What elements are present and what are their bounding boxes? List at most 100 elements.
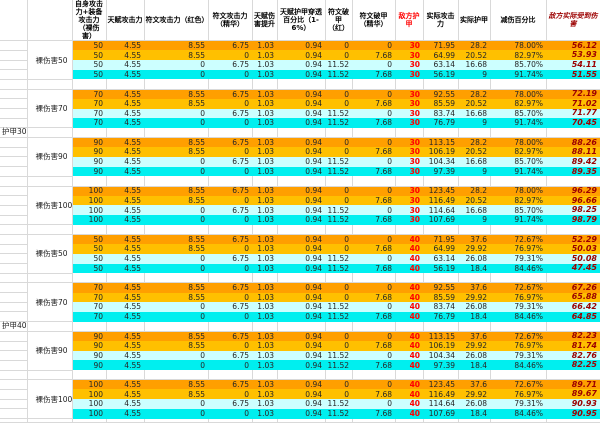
cell[interactable]: 8.55 bbox=[144, 389, 208, 400]
cell[interactable]: 83.74 bbox=[423, 108, 458, 119]
cell[interactable]: 0 bbox=[144, 108, 208, 119]
cell[interactable] bbox=[277, 321, 326, 332]
cell[interactable]: 40 bbox=[395, 331, 423, 342]
cell[interactable] bbox=[106, 79, 145, 90]
cell[interactable]: 96.66 bbox=[546, 195, 600, 206]
cell[interactable]: 0.94 bbox=[277, 166, 325, 177]
cell[interactable]: 1.03 bbox=[252, 263, 277, 274]
cell[interactable] bbox=[395, 127, 424, 139]
cell[interactable]: 116.49 bbox=[423, 389, 458, 400]
cell[interactable] bbox=[546, 321, 600, 332]
cell[interactable] bbox=[352, 273, 396, 284]
cell[interactable] bbox=[144, 418, 209, 423]
cell[interactable]: 11.52 bbox=[325, 311, 352, 322]
cell[interactable]: 30 bbox=[395, 147, 423, 157]
cell[interactable]: 0.94 bbox=[277, 341, 325, 351]
cell[interactable]: 70.45 bbox=[546, 118, 600, 128]
cell[interactable]: 90 bbox=[72, 156, 106, 167]
cell[interactable]: 11.52 bbox=[325, 215, 352, 225]
cell[interactable]: 30 bbox=[395, 50, 423, 61]
cell[interactable]: 4.55 bbox=[106, 147, 144, 157]
cell[interactable] bbox=[27, 176, 73, 187]
cell[interactable]: 90 bbox=[72, 137, 106, 148]
cell[interactable]: 0.94 bbox=[277, 292, 325, 303]
cell[interactable]: 0 bbox=[144, 166, 208, 177]
cell[interactable]: 84.46% bbox=[490, 408, 546, 419]
cell[interactable]: 0 bbox=[325, 186, 352, 196]
group-label-cell[interactable]: 裸伤害50 bbox=[27, 40, 73, 80]
cell[interactable]: 4.55 bbox=[106, 137, 144, 148]
cell[interactable] bbox=[0, 127, 28, 139]
cell[interactable] bbox=[0, 224, 28, 235]
cell[interactable]: 104.34 bbox=[423, 350, 458, 361]
cell[interactable]: 76.97% bbox=[490, 292, 546, 303]
cell[interactable]: 0 bbox=[325, 244, 352, 254]
cell[interactable] bbox=[546, 127, 600, 139]
cell[interactable] bbox=[0, 311, 28, 323]
cell[interactable]: 107.69 bbox=[423, 215, 458, 225]
cell[interactable]: 0.94 bbox=[277, 379, 325, 390]
cell[interactable]: 72.67% bbox=[490, 379, 546, 390]
cell[interactable]: 1.03 bbox=[252, 389, 277, 400]
column-header-enemy-armor[interactable]: 敌方护甲 bbox=[395, 0, 424, 42]
cell[interactable]: 70 bbox=[72, 282, 106, 293]
cell[interactable]: 1.03 bbox=[252, 147, 277, 157]
cell[interactable] bbox=[106, 370, 145, 381]
cell[interactable]: 0 bbox=[325, 50, 352, 61]
cell[interactable]: 52.29 bbox=[546, 234, 600, 245]
cell[interactable]: 0 bbox=[352, 379, 395, 390]
cell[interactable] bbox=[0, 331, 28, 342]
column-header-talent-damage-boost[interactable]: 天赋伤害提升 bbox=[252, 0, 278, 42]
cell[interactable] bbox=[0, 40, 28, 51]
cell[interactable]: 85.70% bbox=[490, 60, 546, 70]
cell[interactable]: 4.55 bbox=[106, 360, 144, 371]
cell[interactable]: 11.52 bbox=[325, 60, 352, 70]
cell[interactable] bbox=[352, 370, 396, 381]
cell[interactable]: 6.75 bbox=[208, 137, 252, 148]
cell[interactable]: 4.55 bbox=[106, 282, 144, 293]
cell[interactable]: 4.55 bbox=[106, 166, 144, 177]
cell[interactable] bbox=[0, 234, 28, 245]
cell[interactable]: 0.94 bbox=[277, 89, 325, 99]
cell[interactable]: 84.46% bbox=[490, 311, 546, 322]
cell[interactable]: 40 bbox=[395, 302, 423, 312]
cell[interactable] bbox=[0, 205, 28, 216]
cell[interactable]: 91.74% bbox=[490, 118, 546, 128]
cell[interactable]: 4.55 bbox=[106, 311, 144, 322]
cell[interactable]: 0.94 bbox=[277, 98, 325, 109]
cell[interactable]: 63.14 bbox=[423, 60, 458, 70]
cell[interactable] bbox=[0, 292, 28, 303]
cell[interactable]: 0.94 bbox=[277, 253, 325, 264]
cell[interactable]: 65.88 bbox=[546, 292, 600, 303]
cell[interactable] bbox=[144, 224, 209, 235]
cell[interactable]: 29.92 bbox=[458, 244, 490, 254]
cell[interactable]: 8.55 bbox=[144, 195, 208, 206]
cell[interactable]: 0 bbox=[144, 118, 208, 128]
cell[interactable] bbox=[395, 224, 424, 235]
cell[interactable]: 72.19 bbox=[546, 89, 600, 99]
cell[interactable] bbox=[395, 273, 424, 284]
cell[interactable]: 0.94 bbox=[277, 69, 325, 80]
cell[interactable]: 89.42 bbox=[546, 156, 600, 167]
cell[interactable] bbox=[546, 224, 600, 235]
cell[interactable] bbox=[208, 370, 253, 381]
cell[interactable] bbox=[72, 79, 107, 90]
cell[interactable]: 82.23 bbox=[546, 331, 600, 342]
cell[interactable]: 8.55 bbox=[144, 50, 208, 61]
cell[interactable] bbox=[208, 273, 253, 284]
cell[interactable]: 0 bbox=[325, 40, 352, 51]
cell[interactable]: 100 bbox=[72, 186, 106, 196]
cell[interactable]: 6.75 bbox=[208, 302, 252, 312]
cell[interactable]: 67.26 bbox=[546, 282, 600, 293]
cell[interactable] bbox=[0, 282, 28, 294]
cell[interactable]: 0 bbox=[325, 137, 352, 148]
cell[interactable]: 40 bbox=[395, 244, 423, 254]
cell[interactable] bbox=[546, 79, 600, 90]
cell[interactable] bbox=[208, 321, 253, 332]
cell[interactable]: 1.03 bbox=[252, 40, 277, 51]
cell[interactable]: 40 bbox=[395, 311, 423, 322]
cell[interactable]: 8.55 bbox=[144, 137, 208, 148]
cell[interactable]: 0.94 bbox=[277, 108, 325, 119]
cell[interactable]: 11.52 bbox=[325, 69, 352, 80]
cell[interactable] bbox=[72, 273, 107, 284]
